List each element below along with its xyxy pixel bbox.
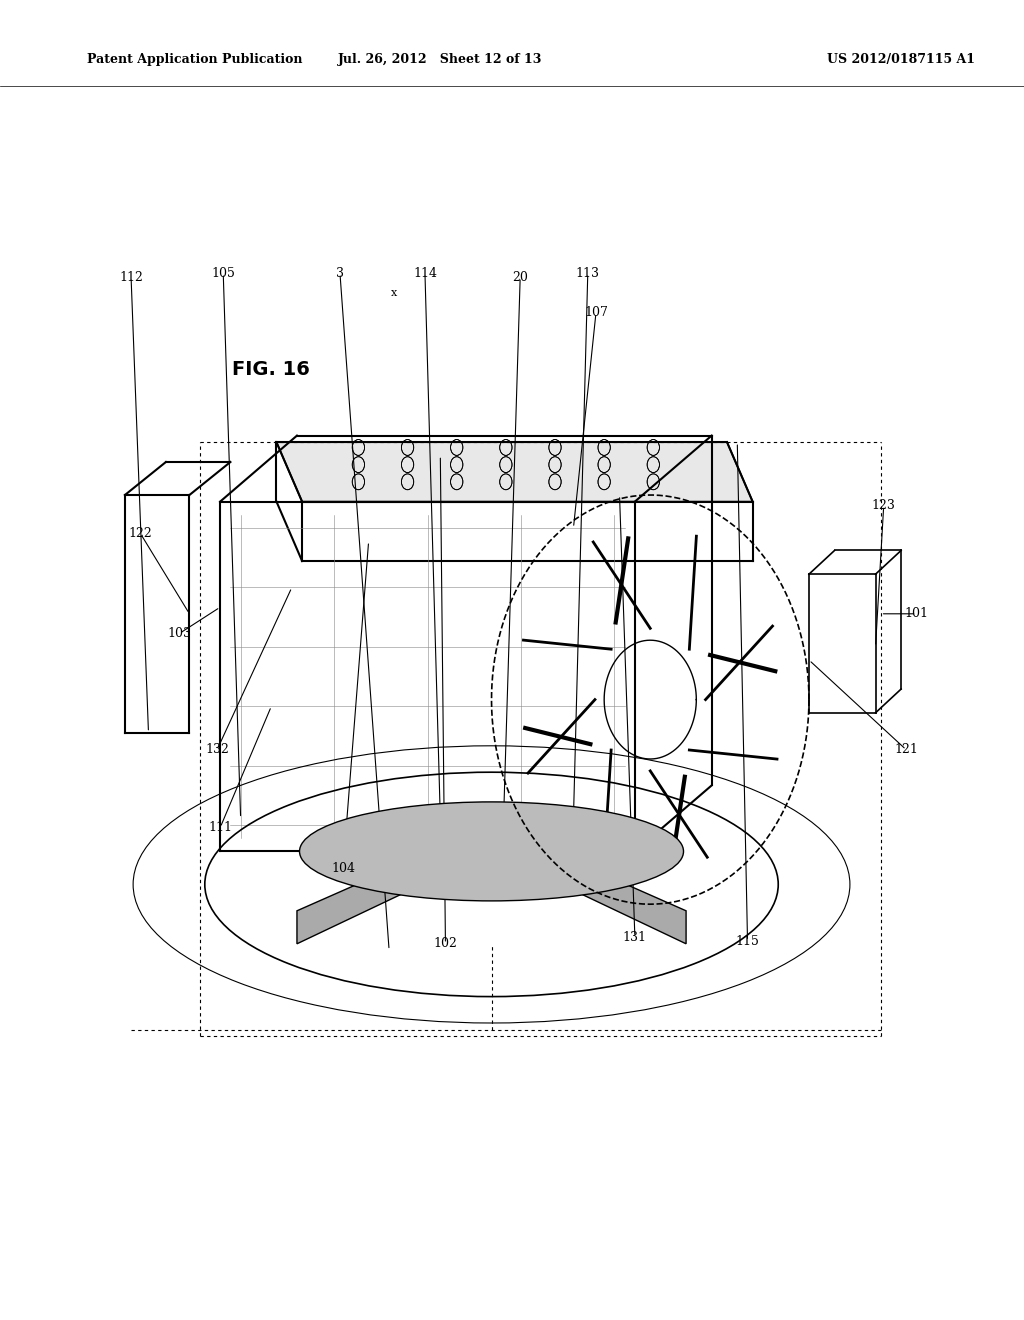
Text: 111: 111 — [208, 821, 232, 834]
Text: 131: 131 — [623, 931, 647, 944]
Polygon shape — [276, 442, 753, 502]
Text: 112: 112 — [119, 271, 143, 284]
Text: 20: 20 — [512, 271, 528, 284]
Text: 115: 115 — [735, 935, 760, 948]
Text: 101: 101 — [904, 607, 929, 620]
Text: 132: 132 — [205, 743, 229, 756]
Text: 121: 121 — [894, 743, 919, 756]
Text: 105: 105 — [211, 267, 236, 280]
Text: 107: 107 — [584, 306, 608, 319]
Ellipse shape — [299, 803, 684, 902]
Polygon shape — [297, 825, 686, 944]
Text: 3: 3 — [336, 267, 344, 280]
Text: 123: 123 — [871, 499, 896, 512]
Text: US 2012/0187115 A1: US 2012/0187115 A1 — [827, 53, 975, 66]
Text: 122: 122 — [128, 527, 153, 540]
Text: 113: 113 — [575, 267, 600, 280]
Text: Jul. 26, 2012   Sheet 12 of 13: Jul. 26, 2012 Sheet 12 of 13 — [338, 53, 543, 66]
Text: 102: 102 — [433, 937, 458, 950]
Text: 104: 104 — [331, 862, 355, 875]
Text: Patent Application Publication: Patent Application Publication — [87, 53, 302, 66]
Text: x: x — [391, 288, 397, 298]
Text: 114: 114 — [413, 267, 437, 280]
Text: 103: 103 — [167, 627, 191, 640]
Text: FIG. 16: FIG. 16 — [232, 360, 310, 379]
